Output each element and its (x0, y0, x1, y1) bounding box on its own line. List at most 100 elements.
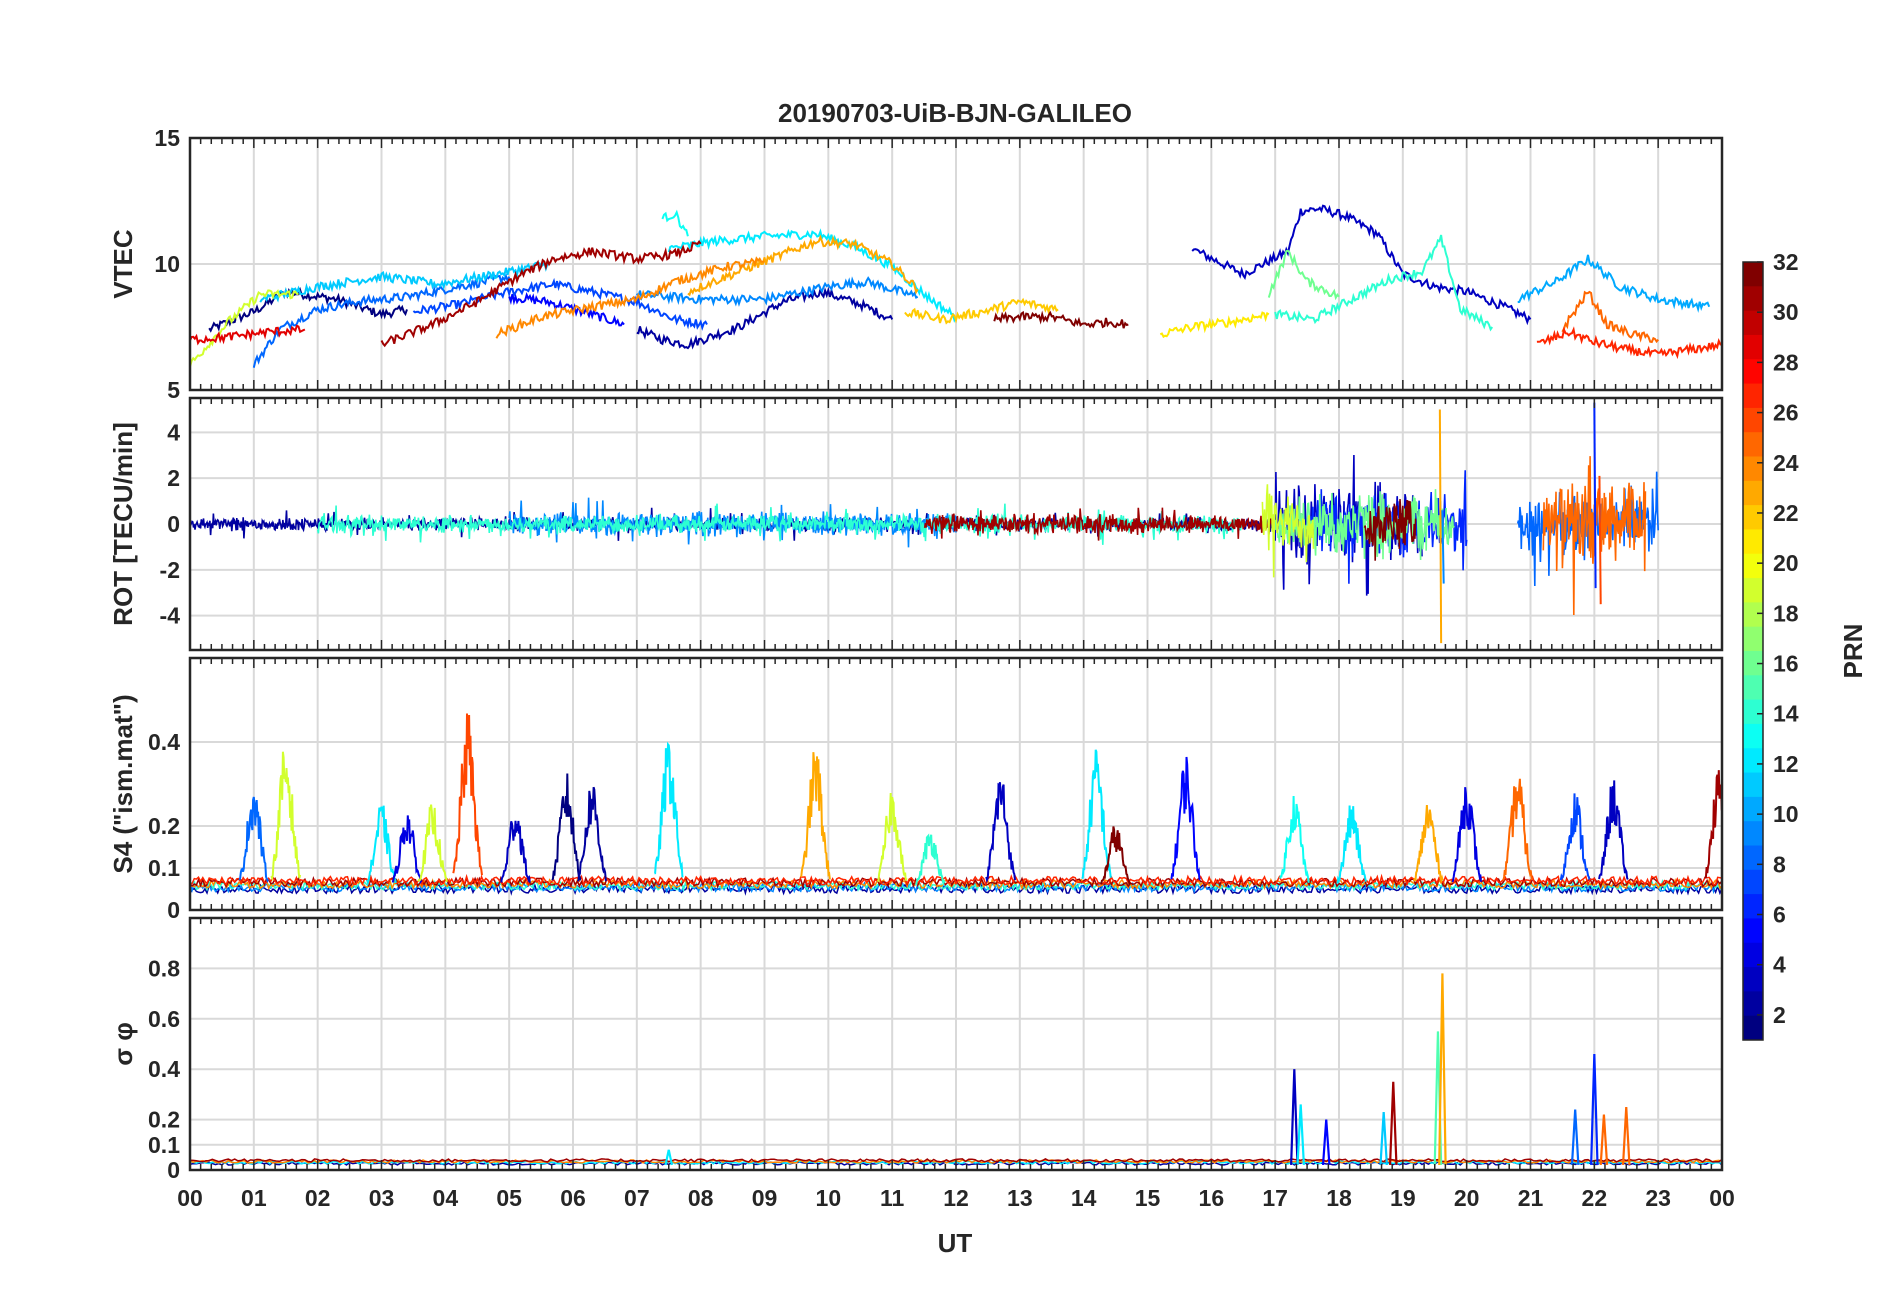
s4-baseline-prn-27 (190, 873, 1722, 888)
y-tick-label: -4 (160, 603, 181, 629)
colorbar-segment (1743, 967, 1763, 992)
s4-burst-prn-5 (1170, 756, 1201, 881)
colorbar-segment (1743, 286, 1763, 312)
colorbar-segment (1743, 553, 1763, 579)
panel-sigma-phi: 00.10.2 0.4 0.6 0.8 σ φ (108, 916, 1724, 1183)
sigma-spike-prn-3 (1290, 1069, 1299, 1165)
x-tick-label: 19 (1390, 1185, 1416, 1211)
x-tick-label: 21 (1518, 1185, 1544, 1211)
panel-s4: 0 0.1 0.2 0.4 S4 ("ism.mat") (108, 656, 1724, 923)
x-tick-label: 17 (1262, 1185, 1288, 1211)
colorbar-tick-label: 6 (1773, 902, 1786, 928)
colorbar-tick-label: 16 (1773, 651, 1799, 677)
vtec-series-prn-23 (687, 234, 919, 297)
colorbar-segment (1743, 772, 1763, 798)
y-tick-label: 10 (154, 251, 180, 277)
y-axis-label: σ φ (108, 1022, 138, 1066)
s4-burst-prn-12 (366, 805, 397, 887)
colorbar-segment (1743, 602, 1763, 628)
s4-burst-prn-3 (985, 782, 1016, 884)
vtec-series-prn-19 (190, 289, 299, 367)
y-tick-label: 4 (167, 419, 180, 445)
y-tick-label: 0.2 (148, 813, 180, 839)
colorbar-tick-label: 26 (1773, 400, 1799, 426)
vtec-series-prn-5 (508, 291, 625, 327)
s4-burst-prn-31 (1703, 770, 1722, 879)
colorbar-segment (1743, 845, 1763, 871)
y-axis-label: VTEC (108, 229, 138, 299)
vtec-series-prn-16 (1267, 249, 1340, 301)
colorbar-segment (1743, 991, 1763, 1017)
s4-burst-prn-25 (1502, 778, 1534, 881)
vtec-series-prn-32 (993, 310, 1129, 329)
colorbar-tick-label: 24 (1773, 450, 1799, 476)
colorbar-segment (1743, 310, 1763, 336)
colorbar-tick-label: 8 (1773, 851, 1786, 877)
x-tick-label: 15 (1135, 1185, 1161, 1211)
s4-burst-prn-32 (1100, 826, 1131, 885)
x-tick-label: 03 (369, 1185, 395, 1211)
colorbar-segment (1743, 262, 1763, 287)
colorbar-segment (1743, 675, 1763, 701)
sigma-spike-prn-11 (1379, 1111, 1388, 1166)
vtec-series-prn-14 (1274, 234, 1494, 332)
colorbar-segment (1743, 383, 1763, 409)
vtec-series-prn-11 (259, 260, 549, 303)
x-tick-label: 09 (752, 1185, 778, 1211)
vtec-series-prn-21 (1159, 311, 1270, 339)
s4-burst-prn-23 (1413, 805, 1444, 884)
x-tick-label: 22 (1582, 1185, 1608, 1211)
panel-data-vtec (190, 204, 1722, 368)
x-tick-label: 18 (1326, 1185, 1352, 1211)
y-tick-label: 0.4 (148, 729, 180, 755)
x-tick-label: 02 (305, 1185, 331, 1211)
y-tick-label: 0.1 (148, 855, 180, 881)
sigma-spike-prn-31 (1388, 1081, 1398, 1166)
colorbar-segment (1743, 626, 1763, 652)
colorbar-segment (1743, 1015, 1763, 1041)
colorbar-tick-label: 32 (1773, 249, 1799, 275)
x-tick-label: 01 (241, 1185, 267, 1211)
colorbar-segment (1743, 407, 1763, 433)
sigma-spike-prn-23 (1438, 973, 1447, 1165)
rot-series-prn-32 (1363, 499, 1417, 561)
colorbar-segment (1743, 699, 1763, 725)
colorbar-tick-label: 12 (1773, 751, 1799, 777)
vtec-series-prn-8 (252, 273, 511, 368)
s4-burst-prn-2 (576, 786, 608, 882)
colorbar-segment (1743, 480, 1763, 506)
s4-burst-prn-3 (1598, 780, 1629, 880)
s4-burst-prn-4 (391, 815, 423, 885)
s4-burst-prn-7 (1559, 793, 1591, 881)
vtec-series-prn-2 (636, 285, 894, 350)
colorbar-tick-label: 18 (1773, 600, 1799, 626)
sigma-spike-prn-12 (1296, 1104, 1305, 1166)
colorbar-tick-label: 30 (1773, 299, 1799, 325)
colorbar-tick-label: 22 (1773, 500, 1799, 526)
colorbar-segment (1743, 529, 1763, 555)
rot-series-prn-19 (1261, 484, 1315, 578)
x-tick-label: 05 (496, 1185, 522, 1211)
x-tick-label: 23 (1645, 1185, 1671, 1211)
colorbar-segment (1743, 942, 1763, 968)
s4-burst-prn-19 (417, 804, 448, 883)
vtec-series-prn-25 (1561, 290, 1659, 344)
vtec-series-prn-22 (904, 297, 1059, 325)
colorbar-segment (1743, 918, 1763, 944)
vtec-series-prn-9 (635, 276, 919, 307)
x-tick-label: 11 (880, 1185, 905, 1211)
vtec-series-prn-31 (380, 240, 702, 348)
vtec-series-prn-29 (190, 324, 306, 346)
x-tick-label: 06 (560, 1185, 586, 1211)
y-tick-label: 2 (167, 465, 180, 491)
y-tick-label: 0.1 (148, 1132, 180, 1158)
vtec-series-prn-27 (1536, 326, 1722, 360)
colorbar-segment (1743, 894, 1763, 919)
panel-data-rot (190, 402, 1659, 644)
colorbar-segment (1743, 578, 1763, 603)
x-tick-label: 10 (816, 1185, 842, 1211)
colorbar-tick-label: 14 (1773, 701, 1799, 727)
x-tick-label: 13 (1007, 1185, 1033, 1211)
rot-spike-prn-26 (1598, 475, 1602, 605)
